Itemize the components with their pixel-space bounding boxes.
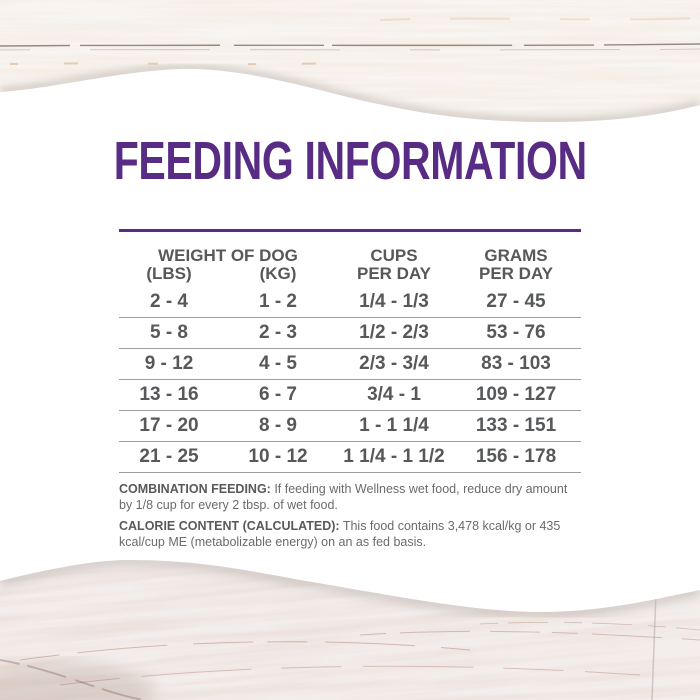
note-combination-feeding: COMBINATION FEEDING: If feeding with Wel… <box>119 482 581 513</box>
table-row: 13 - 16 6 - 7 3/4 - 1 109 - 127 <box>119 380 581 412</box>
cell-lbs: 2 - 4 <box>149 291 189 313</box>
cell-cups: 1 1/4 - 1 1/2 <box>343 446 445 468</box>
feeding-info-panel: FEEDING INFORMATION WEIGHT OF DOG CUPS G… <box>113 131 587 551</box>
grain-streak <box>359 630 700 641</box>
header-cups-line1: CUPS <box>370 246 418 266</box>
header-lbs: (LBS) <box>146 264 192 284</box>
cell-lbs: 13 - 16 <box>139 384 199 406</box>
cell-grams: 109 - 127 <box>475 384 557 406</box>
note-text: This food contains 3,478 kcal/kg or 435 … <box>119 519 561 550</box>
cell-kg: 10 - 12 <box>248 446 308 468</box>
note-label: COMBINATION FEEDING: <box>119 482 271 497</box>
cell-grams: 27 - 45 <box>486 291 546 313</box>
footnotes: COMBINATION FEEDING: If feeding with Wel… <box>119 482 581 551</box>
cell-grams: 133 - 151 <box>475 415 557 437</box>
table-row: 5 - 8 2 - 3 1/2 - 2/3 53 - 76 <box>119 318 581 350</box>
note-text: If feeding with Wellness wet food, reduc… <box>119 482 568 512</box>
cell-kg: 4 - 5 <box>258 353 298 375</box>
wood-texture-top <box>0 0 700 122</box>
cell-grams: 156 - 178 <box>475 446 557 468</box>
cell-lbs: 21 - 25 <box>139 446 199 468</box>
feeding-table-header: WEIGHT OF DOG CUPS GRAMS (LBS) (KG) PER … <box>119 247 581 283</box>
page-title: FEEDING INFORMATION <box>113 131 587 191</box>
cell-cups: 1/4 - 1/3 <box>359 291 429 313</box>
wood-texture-bottom <box>0 560 700 700</box>
header-grams-line2: PER DAY <box>478 264 553 284</box>
cell-grams: 53 - 76 <box>486 322 546 344</box>
table-row: 21 - 25 10 - 12 1 1/4 - 1 1/2 156 - 178 <box>119 442 581 474</box>
feeding-table-body: 2 - 4 1 - 2 1/4 - 1/3 27 - 45 5 - 8 2 - … <box>119 287 581 474</box>
cell-kg: 1 - 2 <box>258 291 298 313</box>
cell-cups: 3/4 - 1 <box>367 384 421 406</box>
cell-kg: 8 - 9 <box>258 415 298 437</box>
cell-cups: 1/2 - 2/3 <box>359 322 429 344</box>
table-row: 9 - 12 4 - 5 2/3 - 3/4 83 - 103 <box>119 349 581 381</box>
grain-streak <box>19 641 471 661</box>
note-label: CALORIE CONTENT (CALCULATED): <box>119 519 340 534</box>
cell-kg: 6 - 7 <box>258 384 298 406</box>
cell-lbs: 9 - 12 <box>144 353 194 375</box>
grain-streak <box>59 665 641 686</box>
cell-lbs: 17 - 20 <box>139 415 199 437</box>
grain-streak <box>379 17 700 21</box>
table-row: 2 - 4 1 - 2 1/4 - 1/3 27 - 45 <box>119 287 581 319</box>
title-underline <box>119 229 581 233</box>
plank-seam-line <box>0 43 700 47</box>
feeding-table: WEIGHT OF DOG CUPS GRAMS (LBS) (KG) PER … <box>119 247 581 474</box>
plank-seam-vertical <box>651 591 657 700</box>
note-calorie-content: CALORIE CONTENT (CALCULATED): This food … <box>119 519 581 550</box>
header-grams-line1: GRAMS <box>484 246 548 266</box>
cell-kg: 2 - 3 <box>258 322 298 344</box>
grain-streak <box>479 621 700 631</box>
cell-cups: 2/3 - 3/4 <box>359 353 429 375</box>
table-row: 17 - 20 8 - 9 1 - 1 1/4 133 - 151 <box>119 411 581 443</box>
cell-grams: 83 - 103 <box>481 353 551 375</box>
header-weight-of-dog: WEIGHT OF DOG <box>158 246 298 266</box>
header-kg: (KG) <box>259 264 297 284</box>
header-cups-line2: PER DAY <box>356 264 431 284</box>
cell-lbs: 5 - 8 <box>149 322 189 344</box>
cell-cups: 1 - 1 1/4 <box>359 415 429 437</box>
